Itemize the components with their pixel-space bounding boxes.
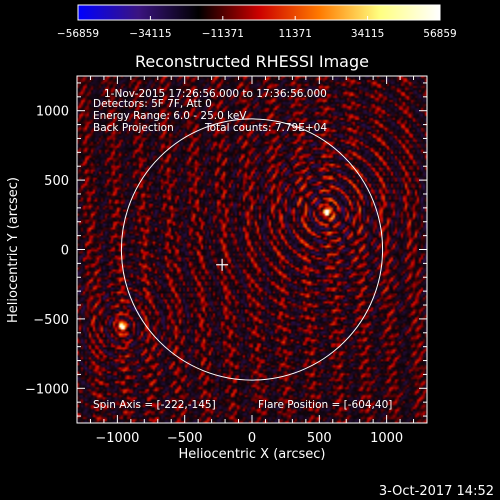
energy-range-label: Energy Range: 6.0 - 25.0 keV [93, 110, 247, 122]
heatmap-image [77, 76, 427, 423]
flare-position-label: Flare Position = [-604,40] [258, 399, 392, 411]
colorbar: −56859 −34115 −11371 11371 34115 56859 [57, 4, 457, 40]
colorbar-ticks: −56859 −34115 −11371 11371 34115 56859 [57, 16, 457, 40]
colorbar-tick-label: 56859 [423, 28, 456, 40]
y-tick-label: 500 [44, 174, 69, 189]
y-axis-label: Heliocentric Y (arcsec) [6, 177, 21, 323]
time-range-label: 1-Nov-2015 17:26:56.000 to 17:36:56.000 [104, 88, 327, 100]
solar-disk-limb [120, 118, 384, 381]
x-tick-label: −500 [167, 431, 203, 446]
y-tick-label: 0 [61, 244, 69, 259]
x-tick-label: 1000 [370, 431, 403, 446]
y-tick-label: 1000 [36, 105, 69, 120]
x-tick-label: 500 [307, 431, 332, 446]
x-tick-label: 0 [248, 431, 256, 446]
chart-title: Reconstructed RHESSI Image [135, 52, 369, 71]
plot-area: −1000 −500 0 500 1000 −1000 −500 0 500 1000 [25, 75, 428, 446]
colorbar-tick-label: −34115 [129, 28, 171, 40]
axis-ticks: −1000 −500 0 500 1000 −1000 −500 0 500 1000 [25, 76, 428, 446]
colorbar-tick-label: −11371 [202, 28, 244, 40]
total-counts-label: Total counts: 7.79E+04 [204, 122, 327, 134]
plot-annotations: 1-Nov-2015 17:26:56.000 to 17:36:56.000 … [93, 88, 392, 411]
colorbar-gradient [77, 4, 441, 21]
x-axis-label: Heliocentric X (arcsec) [179, 447, 326, 462]
footer-timestamp: 3-Oct-2017 14:52 [379, 484, 494, 499]
spin-axis-label: Spin Axis = [-222,-145] [93, 399, 216, 411]
y-tick-label: −1000 [25, 382, 69, 397]
colorbar-tick-label: 34115 [351, 28, 384, 40]
detectors-label: Detectors: 5F 7F, Att 0 [93, 98, 212, 110]
method-label: Back Projection [93, 122, 174, 134]
x-tick-label: −1000 [95, 431, 139, 446]
colorbar-tick-label: −56859 [57, 28, 99, 40]
disk-center-cross [216, 258, 229, 271]
y-tick-label: −500 [33, 313, 69, 328]
colorbar-tick-label: 11371 [278, 28, 311, 40]
